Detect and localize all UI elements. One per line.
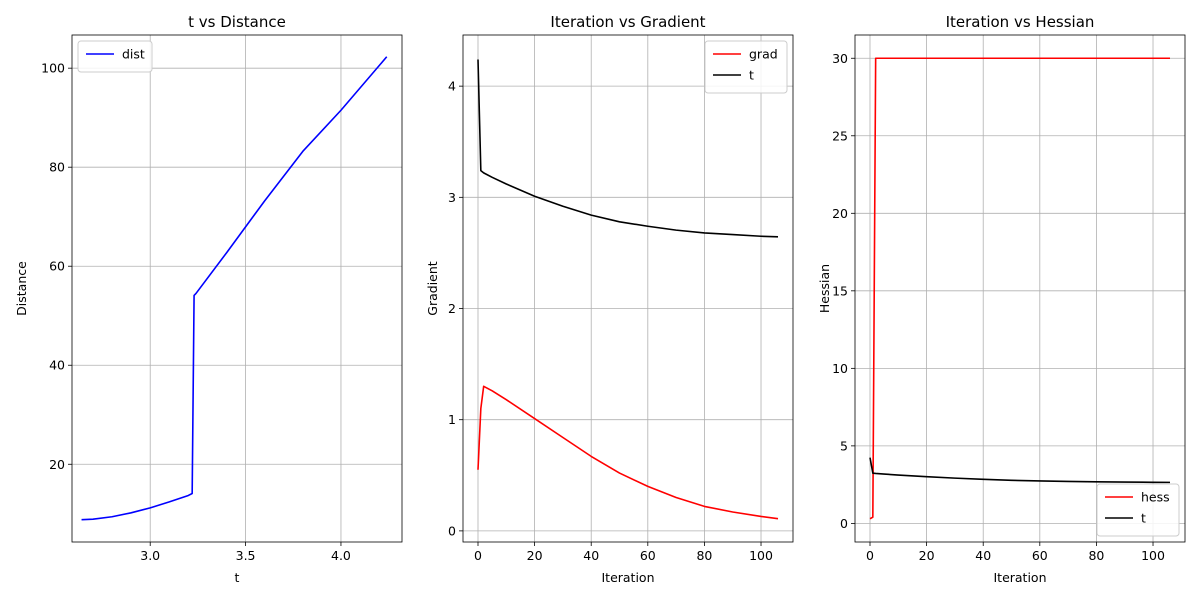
x-tick-label: 60 [640,548,656,563]
y-tick-label: 30 [832,51,848,66]
y-axis-label: Hessian [817,264,832,313]
y-tick-label: 4 [448,79,456,94]
x-tick-label: 0 [866,548,874,563]
chart-title: Iteration vs Gradient [550,13,705,31]
y-tick-label: 2 [448,301,456,316]
axes-frame [462,34,794,543]
x-tick-label: 0 [474,548,482,563]
y-tick-label: 3 [448,190,456,205]
chart-title: t vs Distance [188,13,286,31]
x-axis-label: Iteration [601,570,654,585]
x-tick-label: 3.0 [140,548,160,563]
legend-label-dist: dist [122,47,145,62]
x-tick-label: 40 [583,548,599,563]
y-tick-label: 0 [840,516,848,531]
legend-box [77,40,153,73]
x-tick-label: 80 [696,548,712,563]
x-tick-label: 80 [1088,548,1104,563]
x-axis-label: Iteration [993,570,1046,585]
legend-label-t: t [749,68,754,83]
y-tick-label: 1 [448,412,456,427]
y-tick-label: 100 [41,61,65,76]
y-axis-label: Distance [14,261,29,316]
x-tick-label: 4.0 [331,548,351,563]
x-tick-label: 60 [1032,548,1048,563]
legend-label-hess: hess [1141,490,1170,505]
y-tick-label: 10 [832,361,848,376]
axes-frame [71,34,403,543]
y-tick-label: 40 [49,358,65,373]
x-tick-label: 20 [527,548,543,563]
y-tick-label: 25 [832,128,848,143]
y-tick-label: 60 [49,259,65,274]
chart-title: Iteration vs Hessian [946,13,1095,31]
subplot-2: 0 20 40 60 80 100 0 1 2 3 4 Iteration vs Gradient It… [425,13,794,585]
y-tick-label: 5 [840,438,848,453]
series-line-grad [477,385,779,520]
series-line-hess [869,57,1170,520]
legend-label-grad: grad [749,47,778,62]
subplot-3: 0 20 40 60 80 100 0 5 10 15 20 25 30 Iteration vs Hes… [817,13,1186,585]
series-line-t [477,59,779,238]
legend-label-t: t [1141,511,1146,526]
y-tick-label: 20 [49,457,65,472]
x-tick-label: 100 [749,548,773,563]
x-tick-label: 3.5 [236,548,256,563]
y-tick-label: 0 [448,523,456,538]
x-axis-label: t [235,570,240,585]
x-tick-label: 20 [919,548,935,563]
axes-frame [854,34,1186,543]
series-line-t [869,457,1171,484]
y-tick-label: 20 [832,206,848,221]
y-tick-label: 15 [832,283,848,298]
y-tick-label: 80 [49,160,65,175]
x-tick-label: 40 [975,548,991,563]
y-axis-label: Gradient [425,261,440,316]
x-tick-label: 100 [1141,548,1165,563]
subplot-1: 3.0 3.5 4.0 20 40 60 80 100 t vs Distance t Distan… [14,13,403,585]
series-line-dist [81,56,388,521]
